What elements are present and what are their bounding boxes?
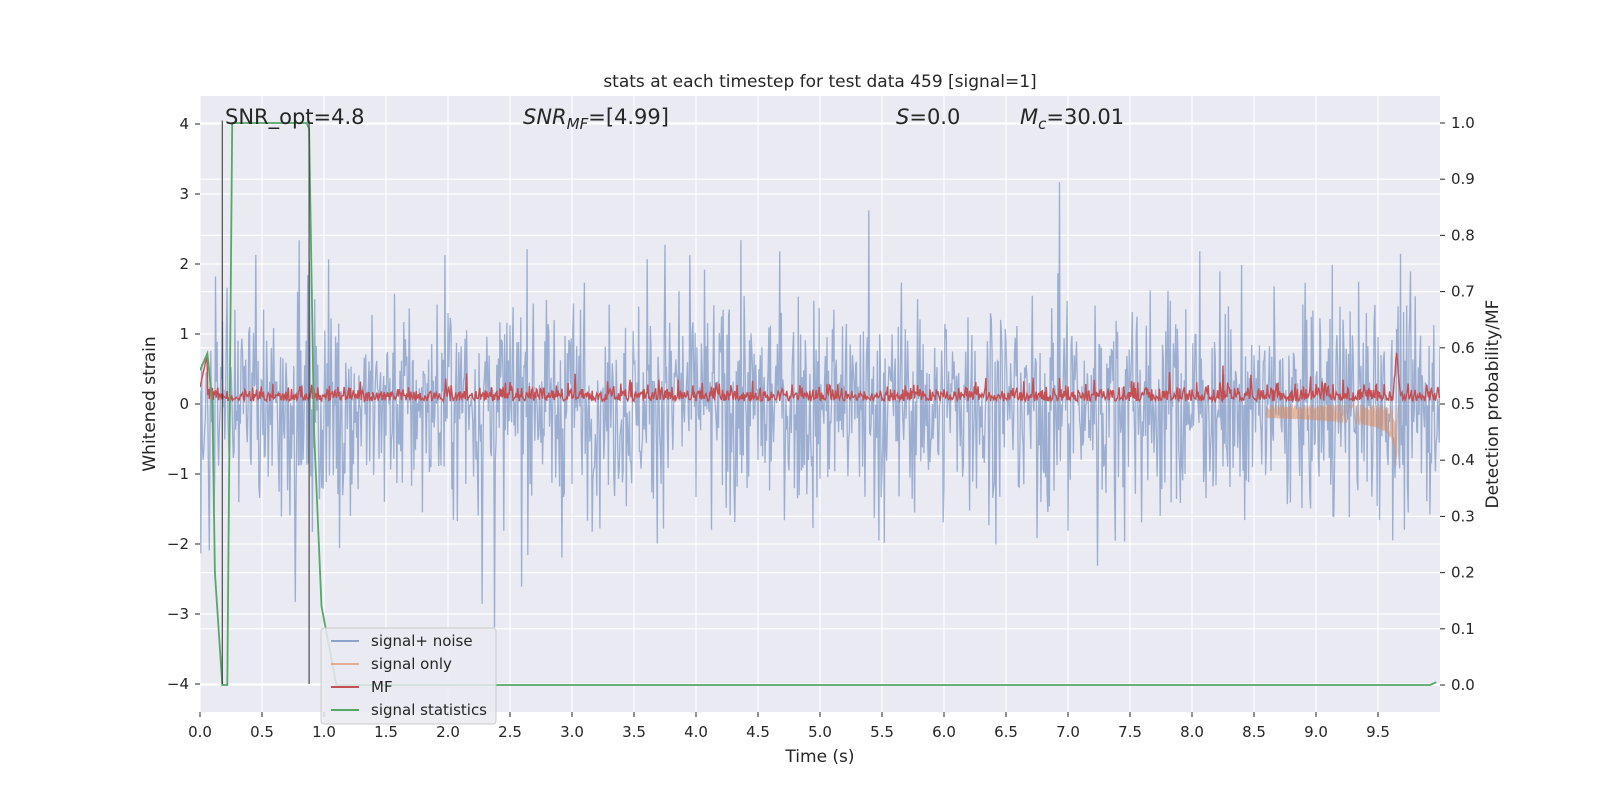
x-tick-label-5: 2.5 [498, 723, 522, 741]
legend-label-mf: MF [371, 678, 393, 696]
x-tick-label-3: 1.5 [374, 723, 398, 741]
y-tick-label-4: 0 [179, 395, 189, 413]
snr-mf-symbol: SNR [523, 105, 567, 129]
detection-window-lines [221, 120, 310, 684]
mc-value: =30.01 [1046, 105, 1124, 129]
x-tick-label-12: 6.0 [932, 723, 956, 741]
legend-box [320, 627, 497, 725]
signal-only-line [1265, 401, 1400, 467]
x-axis-ticks: 0.0 0.5 1.0 1.5 2.0 2.5 3.0 3.5 4.0 4.5 5.0 5.5 6.0 6… [188, 712, 1390, 741]
right-y-tick-label-3: 0.3 [1451, 507, 1475, 525]
right-y-tick-label-9: 0.9 [1451, 170, 1475, 188]
y-tick-label-5: 1 [179, 325, 189, 343]
x-tick-label-18: 9.0 [1304, 723, 1328, 741]
chart-title: stats at each timestep for test data 459… [603, 72, 1036, 92]
x-axis-label: Time (s) [784, 747, 854, 767]
snr-mf-subscript: MF [567, 115, 589, 133]
x-tick-label-11: 5.5 [870, 723, 894, 741]
right-y-tick-label-10: 1.0 [1451, 114, 1475, 132]
s-annotation: S=0.0 [896, 105, 960, 129]
right-y-axis-ticks: 0.0 0.1 0.2 0.3 0.4 0.5 0.6 0.7 0.8 0.9 1.0 [1440, 114, 1475, 694]
y-tick-label-0: −4 [167, 675, 189, 693]
right-y-tick-label-5: 0.5 [1451, 395, 1475, 413]
snr-mf-value: =[4.99] [588, 105, 669, 129]
mc-symbol: M [1020, 105, 1038, 129]
right-y-axis-label: Detection probability/MF [1483, 300, 1503, 509]
x-tick-label-2: 1.0 [312, 723, 336, 741]
legend-label-signal-statistics: signal statistics [371, 701, 487, 719]
x-tick-label-13: 6.5 [994, 723, 1018, 741]
right-y-tick-label-0: 0.0 [1451, 676, 1475, 694]
right-y-tick-label-6: 0.6 [1451, 339, 1475, 357]
y-tick-label-6: 2 [179, 255, 189, 273]
x-tick-label-15: 7.5 [1118, 723, 1142, 741]
y-axis-ticks: −4 −3 −2 −1 0 1 2 3 4 [167, 115, 200, 693]
mc-subscript: c [1038, 115, 1047, 133]
x-tick-label-14: 7.0 [1056, 723, 1080, 741]
x-tick-label-17: 8.5 [1242, 723, 1266, 741]
legend-label-signal-noise: signal+ noise [371, 632, 473, 650]
x-tick-label-7: 3.5 [622, 723, 646, 741]
snr-opt-annotation: SNR_opt=4.8 [225, 105, 365, 130]
signal-noise-line [200, 182, 1440, 628]
snr-mf-annotation: SNRMF=[4.99] [523, 105, 669, 133]
x-tick-label-8: 4.0 [684, 723, 708, 741]
y-tick-label-8: 4 [179, 115, 189, 133]
right-y-tick-label-1: 0.1 [1451, 620, 1475, 638]
s-value: =0.0 [909, 105, 960, 129]
right-y-tick-label-2: 0.2 [1451, 564, 1475, 582]
right-y-tick-label-8: 0.8 [1451, 226, 1475, 244]
y-tick-label-1: −3 [167, 605, 189, 623]
x-tick-label-0: 0.0 [188, 723, 212, 741]
x-tick-label-10: 5.0 [808, 723, 832, 741]
y-tick-label-2: −2 [167, 535, 189, 553]
s-symbol: S [896, 105, 909, 129]
mf-line [200, 352, 1440, 404]
right-y-tick-label-7: 0.7 [1451, 283, 1475, 301]
x-tick-label-6: 3.0 [560, 723, 584, 741]
x-tick-label-16: 8.0 [1180, 723, 1204, 741]
y-axis-label: Whitened strain [140, 336, 160, 471]
x-tick-label-9: 4.5 [746, 723, 770, 741]
y-tick-label-3: −1 [167, 465, 189, 483]
legend-label-signal-only: signal only [371, 655, 452, 673]
y-tick-label-7: 3 [179, 185, 189, 203]
mc-annotation: Mc=30.01 [1020, 105, 1124, 133]
x-tick-label-19: 9.5 [1366, 723, 1390, 741]
legend: signal+ noise signal only MF signal stat… [320, 627, 497, 725]
x-tick-label-4: 2.0 [436, 723, 460, 741]
right-y-tick-label-4: 0.4 [1451, 451, 1475, 469]
x-tick-label-1: 0.5 [250, 723, 274, 741]
